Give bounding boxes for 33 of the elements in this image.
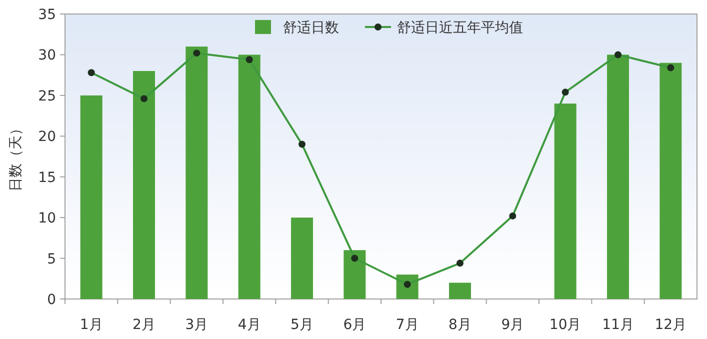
- legend-label: 舒适日近五年平均值: [397, 20, 523, 36]
- x-tick-label: 6月: [343, 317, 366, 333]
- x-tick-label: 2月: [132, 317, 156, 333]
- bar: [554, 104, 576, 299]
- x-tick-label: 5月: [290, 317, 314, 333]
- x-tick-label: 10月: [549, 317, 582, 333]
- bar: [291, 218, 313, 299]
- x-tick-label: 4月: [238, 317, 261, 333]
- y-tick-label: 10: [38, 210, 56, 227]
- y-tick-label: 30: [38, 48, 56, 64]
- x-tick-label: 1月: [80, 317, 103, 333]
- x-tick-label: 9月: [501, 317, 524, 333]
- x-tick-label: 8月: [448, 317, 472, 333]
- bar: [660, 62, 682, 299]
- y-tick-label: 20: [38, 129, 56, 146]
- y-tick-label: 5: [47, 251, 56, 268]
- x-tick-label: 7月: [396, 317, 419, 333]
- x-tick-label: 3月: [185, 317, 208, 333]
- x-tick-label: 12月: [654, 317, 687, 333]
- bar: [186, 46, 208, 299]
- x-tick-label: 11月: [602, 317, 634, 333]
- bar: [607, 54, 629, 299]
- legend-label: 舒适日数: [283, 20, 339, 36]
- y-tick-label: 25: [38, 88, 56, 104]
- bar: [344, 250, 366, 299]
- y-axis-title: 日数（天）: [8, 122, 24, 192]
- bar: [133, 71, 155, 299]
- bar: [449, 282, 471, 299]
- bar: [238, 54, 260, 299]
- y-tick-label: 0: [47, 292, 56, 308]
- y-tick-label: 35: [38, 7, 56, 23]
- bar: [80, 95, 102, 299]
- y-tick-label: 15: [38, 170, 56, 186]
